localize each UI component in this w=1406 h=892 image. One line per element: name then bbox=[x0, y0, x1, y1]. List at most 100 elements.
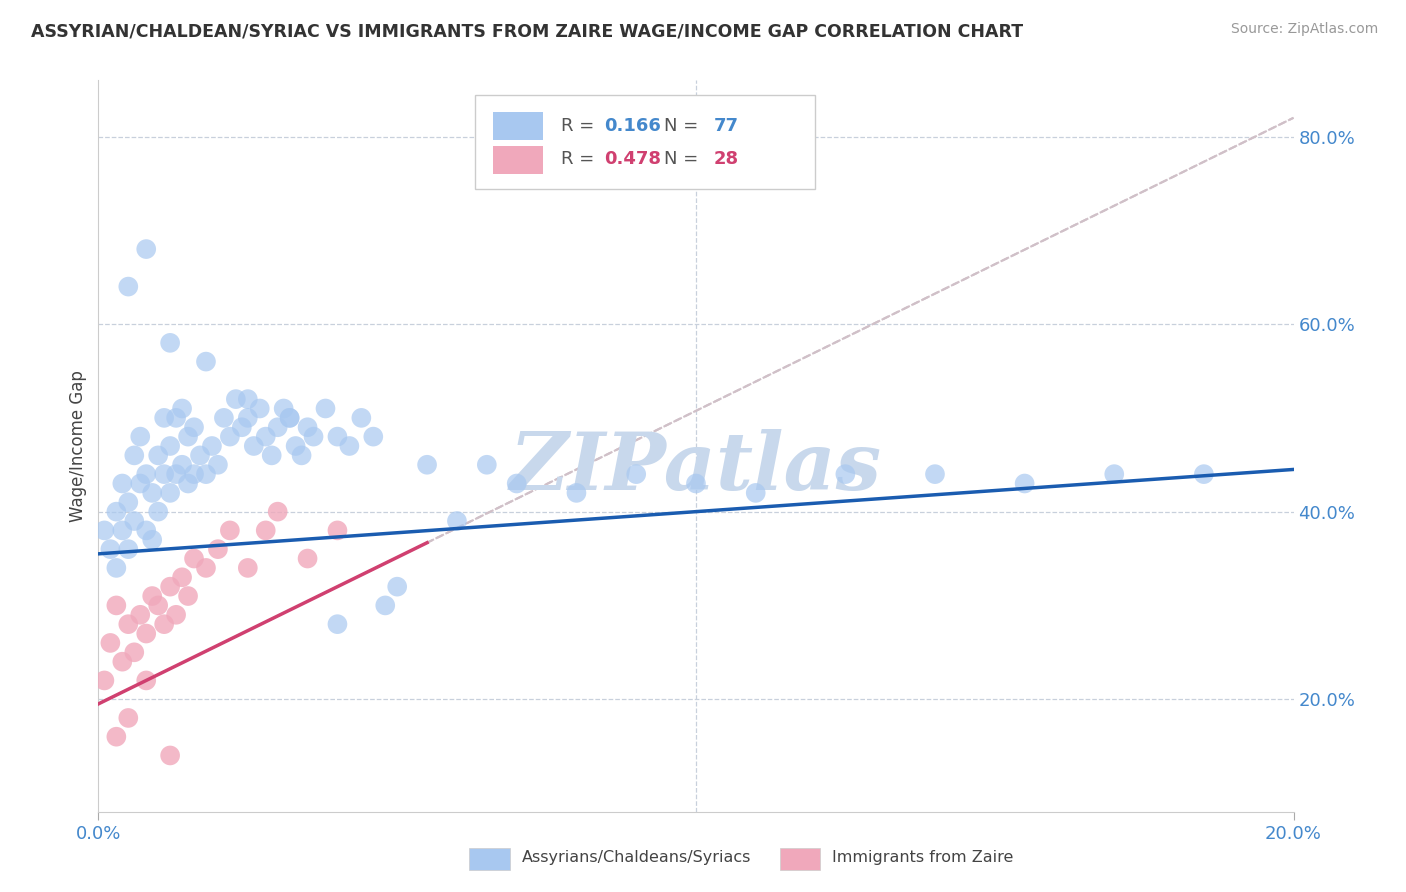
Point bbox=[172, 570, 194, 584]
Point bbox=[105, 505, 128, 519]
Point bbox=[124, 514, 146, 528]
Point bbox=[195, 561, 218, 575]
Point bbox=[159, 486, 181, 500]
Point bbox=[98, 636, 122, 650]
Point bbox=[385, 580, 409, 594]
Point bbox=[201, 439, 224, 453]
Point bbox=[297, 420, 319, 434]
Point bbox=[219, 429, 242, 443]
FancyBboxPatch shape bbox=[494, 112, 543, 140]
Point bbox=[1192, 467, 1215, 482]
Point bbox=[98, 542, 122, 557]
Point bbox=[350, 410, 373, 425]
Point bbox=[135, 626, 157, 640]
Point bbox=[249, 401, 271, 416]
Point bbox=[207, 542, 229, 557]
Point bbox=[129, 429, 152, 443]
Point bbox=[172, 458, 194, 472]
Point bbox=[159, 439, 181, 453]
Point bbox=[165, 607, 187, 622]
Point bbox=[685, 476, 707, 491]
Point bbox=[416, 458, 439, 472]
FancyBboxPatch shape bbox=[779, 848, 820, 871]
FancyBboxPatch shape bbox=[470, 848, 509, 871]
Point bbox=[745, 486, 768, 500]
FancyBboxPatch shape bbox=[494, 146, 543, 174]
Point bbox=[236, 410, 259, 425]
Point bbox=[153, 617, 176, 632]
FancyBboxPatch shape bbox=[475, 95, 815, 188]
Point bbox=[111, 476, 134, 491]
Point bbox=[267, 420, 290, 434]
Text: 0.166: 0.166 bbox=[605, 117, 661, 135]
Point bbox=[254, 524, 277, 538]
Point bbox=[124, 449, 146, 463]
Text: ZIPatlas: ZIPatlas bbox=[510, 429, 882, 507]
Point bbox=[111, 524, 134, 538]
Text: N =: N = bbox=[664, 150, 703, 169]
Text: ASSYRIAN/CHALDEAN/SYRIAC VS IMMIGRANTS FROM ZAIRE WAGE/INCOME GAP CORRELATION CH: ASSYRIAN/CHALDEAN/SYRIAC VS IMMIGRANTS F… bbox=[31, 22, 1024, 40]
Text: Assyrians/Chaldeans/Syriacs: Assyrians/Chaldeans/Syriacs bbox=[522, 849, 751, 864]
Point bbox=[260, 449, 283, 463]
Point bbox=[219, 524, 242, 538]
Text: 28: 28 bbox=[714, 150, 740, 169]
Point bbox=[159, 748, 181, 763]
Point bbox=[165, 467, 187, 482]
Point bbox=[834, 467, 856, 482]
Point bbox=[159, 335, 181, 350]
Point bbox=[475, 458, 498, 472]
Point bbox=[273, 401, 295, 416]
Point bbox=[236, 561, 259, 575]
Point bbox=[626, 467, 648, 482]
Point bbox=[278, 410, 301, 425]
Point bbox=[326, 524, 349, 538]
Point bbox=[117, 711, 139, 725]
Point bbox=[135, 524, 157, 538]
Point bbox=[374, 599, 396, 613]
Point bbox=[159, 580, 181, 594]
Point bbox=[111, 655, 134, 669]
Point bbox=[183, 467, 205, 482]
Point bbox=[105, 730, 128, 744]
Point bbox=[1104, 467, 1126, 482]
Point bbox=[105, 599, 128, 613]
Point bbox=[177, 429, 200, 443]
Point bbox=[254, 429, 277, 443]
Point bbox=[148, 599, 170, 613]
Point bbox=[236, 392, 259, 406]
Text: R =: R = bbox=[561, 117, 600, 135]
Point bbox=[117, 279, 139, 293]
Point bbox=[315, 401, 337, 416]
Point bbox=[326, 429, 349, 443]
Point bbox=[172, 401, 194, 416]
Point bbox=[284, 439, 307, 453]
Point bbox=[165, 410, 187, 425]
Point bbox=[105, 561, 128, 575]
Point bbox=[278, 410, 301, 425]
Point bbox=[207, 458, 229, 472]
Point bbox=[1014, 476, 1036, 491]
Point bbox=[124, 645, 146, 659]
Point bbox=[135, 467, 157, 482]
Point bbox=[93, 524, 115, 538]
Point bbox=[924, 467, 946, 482]
Point bbox=[195, 354, 218, 368]
Point bbox=[188, 449, 211, 463]
Point bbox=[177, 476, 200, 491]
Point bbox=[243, 439, 266, 453]
Point bbox=[141, 533, 163, 547]
Point bbox=[291, 449, 314, 463]
Point bbox=[297, 551, 319, 566]
Point bbox=[267, 505, 290, 519]
Point bbox=[302, 429, 325, 443]
Text: Immigrants from Zaire: Immigrants from Zaire bbox=[832, 849, 1014, 864]
Point bbox=[153, 410, 176, 425]
Point bbox=[141, 589, 163, 603]
Point bbox=[212, 410, 235, 425]
Point bbox=[153, 467, 176, 482]
Text: R =: R = bbox=[561, 150, 600, 169]
Point bbox=[148, 505, 170, 519]
Point bbox=[363, 429, 385, 443]
Point bbox=[148, 449, 170, 463]
Point bbox=[195, 467, 218, 482]
